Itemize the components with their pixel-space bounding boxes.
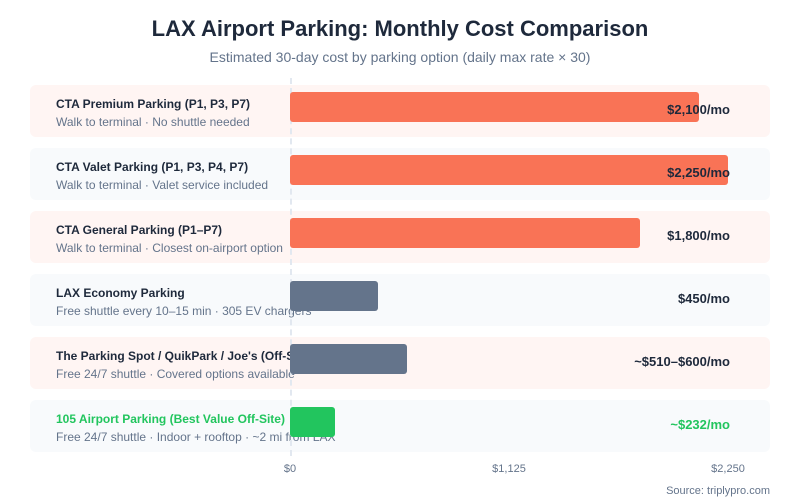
value-label: ~$232/mo	[670, 417, 730, 432]
row-description: Free 24/7 shuttle · Covered options avai…	[56, 367, 295, 381]
bar-row: CTA Valet Parking (P1, P3, P4, P7) Walk …	[30, 148, 770, 200]
x-tick-label: $2,250	[711, 463, 745, 475]
row-name: The Parking Spot / QuikPark / Joe's (Off…	[56, 349, 313, 363]
bar	[290, 155, 728, 185]
chart-title: LAX Airport Parking: Monthly Cost Compar…	[151, 16, 649, 41]
value-label: ~$510–$600/mo	[634, 354, 730, 369]
bar	[290, 281, 378, 311]
source-note: Source: triplypro.com	[666, 485, 770, 497]
row-name: 105 Airport Parking (Best Value Off-Site…	[56, 412, 285, 426]
row-description: Free 24/7 shuttle · Indoor + rooftop · ~…	[56, 430, 336, 444]
bar-row: LAX Economy Parking Free shuttle every 1…	[30, 274, 770, 326]
value-label: $2,250/mo	[667, 165, 730, 180]
row-name: CTA General Parking (P1–P7)	[56, 223, 223, 237]
bar-row: CTA Premium Parking (P1, P3, P7) Walk to…	[30, 85, 770, 137]
bar-row: The Parking Spot / QuikPark / Joe's (Off…	[30, 337, 770, 389]
bar	[290, 218, 641, 248]
bar	[290, 407, 336, 437]
zero-axis-line	[290, 78, 292, 456]
x-tick-label: $0	[283, 463, 297, 475]
bar	[290, 92, 699, 122]
row-name: CTA Valet Parking (P1, P3, P4, P7)	[56, 160, 249, 174]
bar-row: 105 Airport Parking (Best Value Off-Site…	[30, 400, 770, 452]
row-description: Walk to terminal · Closest on-airport op…	[56, 241, 283, 255]
row-name: LAX Economy Parking	[56, 286, 185, 300]
row-description: Walk to terminal · Valet service include…	[56, 178, 269, 192]
x-tick-label: $1,125	[492, 463, 526, 475]
chart-subtitle: Estimated 30-day cost by parking option …	[209, 49, 591, 65]
bar-row: CTA General Parking (P1–P7) Walk to term…	[30, 211, 770, 263]
row-description: Free shuttle every 10–15 min · 305 EV ch…	[56, 304, 312, 318]
bar	[290, 344, 407, 374]
value-label: $450/mo	[677, 291, 730, 306]
row-name: CTA Premium Parking (P1, P3, P7)	[56, 97, 251, 111]
row-description: Walk to terminal · No shuttle needed	[56, 115, 250, 129]
value-label: $1,800/mo	[667, 228, 730, 243]
value-label: $2,100/mo	[667, 102, 730, 117]
